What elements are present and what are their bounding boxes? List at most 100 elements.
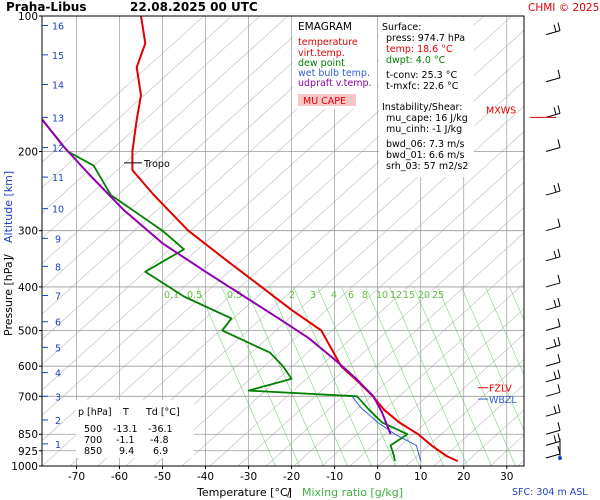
wind-barb-flag <box>557 337 561 346</box>
dry-adiabat-line <box>405 358 524 466</box>
mixing-ratio-line <box>461 286 524 432</box>
dry-adiabat-line <box>517 460 524 466</box>
pressure-tick-label: 1000 <box>11 461 38 473</box>
table-header-td: Td [°C] <box>145 407 180 418</box>
table-cell: -13.1 <box>113 424 138 435</box>
wind-barb-flag <box>557 318 561 327</box>
wind-barb-staff <box>545 326 561 332</box>
legend-wet-bulb: wet bulb temp. <box>298 68 370 79</box>
mixing-ratio-axis-label: Mixing ratio [g/kg] <box>302 486 403 499</box>
table-cell: -36.1 <box>148 424 173 435</box>
bwd-01: bwd_01: 6.6 m/s <box>386 150 464 161</box>
mixing-ratio-label: 4 <box>331 290 337 301</box>
wind-barb-flag <box>557 354 561 363</box>
table-cell: -4.8 <box>150 435 169 446</box>
wind-barb-flag <box>553 339 557 347</box>
table-header-p: p [hPa] <box>78 407 112 418</box>
wind-barb-staff <box>545 344 561 350</box>
temperature-tick-label: -20 <box>283 471 300 483</box>
altitude-tick-label: 3 <box>55 392 61 403</box>
wind-barb <box>545 433 561 446</box>
wind-barb-staff <box>545 377 561 383</box>
wind-barb-staff <box>545 256 561 262</box>
wind-barb-staff <box>545 77 561 83</box>
wind-barb-flag <box>557 369 561 378</box>
wind-barb <box>545 218 561 232</box>
wind-barb-flag <box>557 384 561 393</box>
wind-barb <box>545 404 561 417</box>
wind-barb-staff <box>545 440 561 446</box>
dry-adiabat-line <box>293 257 524 466</box>
wind-barb-flag <box>553 184 557 193</box>
wind-barb-flag <box>553 250 557 258</box>
altitude-tick-label: 1 <box>55 440 61 451</box>
instability-title: Instability/Shear: <box>382 102 462 113</box>
wind-barb-flag <box>553 435 557 443</box>
wind-barb-staff <box>545 30 561 36</box>
mxws-label: MXWS <box>486 105 516 116</box>
mu-cape: mu_cape: 16 J/kg <box>386 113 468 124</box>
wind-barb-flag <box>557 139 561 148</box>
mixing-ratio-label: 0.5 <box>227 290 242 301</box>
table-cell: -1.1 <box>116 435 135 446</box>
wind-barb-staff <box>545 305 561 311</box>
altitude-tick-label: 7 <box>55 292 61 303</box>
wind-barbs <box>545 22 562 461</box>
pressure-tick-label: 600 <box>18 361 38 373</box>
mixing-ratio-label: 2 <box>289 290 295 301</box>
pressure-tick-label: 925 <box>18 446 38 458</box>
wind-barb <box>545 182 561 196</box>
pressure-tick-label: 400 <box>18 282 38 294</box>
sounding-table: p [hPa] T Td [°C] 500 -13.1 -36.1 700 -1… <box>76 400 194 458</box>
pressure-tick-label: 300 <box>18 226 38 238</box>
srh-03: srh_03: 57 m2/s2 <box>386 161 468 172</box>
plot-frame <box>41 15 525 467</box>
wind-barb-staff <box>545 146 561 152</box>
series-wet-bulb-temp-line <box>351 395 422 462</box>
pressure-tick-label: 100 <box>18 11 38 23</box>
mixing-ratio-label: 12 <box>390 290 402 301</box>
wind-barb <box>545 139 561 152</box>
temperature-tick-label: 10 <box>414 471 427 483</box>
altitude-tick-label: 9 <box>55 234 61 245</box>
temperature-axis-label: Temperature [°C] <box>196 486 292 499</box>
mixing-ratio-lines: 0.1 0.5 0.5 2 3 4 6 8 10 12 15 20 25 <box>164 286 600 466</box>
altitude-tick-label: 14 <box>52 81 64 92</box>
stats-panel: Surface: press: 974.7 hPa temp: 18.6 °C … <box>379 17 474 177</box>
pressure-tick-label: 500 <box>18 326 38 338</box>
credit-text: CHMI © 2025 <box>528 2 599 14</box>
series-temperatureline <box>131 16 459 463</box>
wind-barb <box>545 297 561 311</box>
temperature-tick-label: -50 <box>154 471 171 483</box>
mixing-ratio-line <box>389 286 468 466</box>
dry-adiabat-line <box>433 384 524 466</box>
mixing-ratio-line <box>293 286 372 466</box>
table-cell: 850 <box>84 446 102 457</box>
series-dew-pointline <box>42 117 409 462</box>
wind-barb-flag <box>557 248 561 257</box>
wind-barb-flag <box>557 297 561 307</box>
mixing-ratio-label: 15 <box>403 290 415 301</box>
surface-dwpt: dwpt: 4.0 °C <box>386 55 446 66</box>
wind-barb-flag <box>557 69 561 78</box>
wind-barb-flag <box>557 105 561 114</box>
t-conv: t-conv: 25.3 °C <box>386 70 457 81</box>
series-udpraft-v-temp-line <box>42 117 392 435</box>
wind-barb-staff <box>545 411 561 417</box>
altitude-tick-label: 8 <box>55 262 61 273</box>
pressure-tick-label: 200 <box>18 146 38 158</box>
mixing-ratio-line <box>558 287 600 466</box>
wind-barb-flag <box>557 218 561 227</box>
wind-barb-staff <box>545 453 561 459</box>
pressure-tick-label: 700 <box>18 391 38 403</box>
wind-barb-flag <box>553 299 557 308</box>
wind-barb <box>545 105 561 118</box>
mucape-badge <box>298 94 356 106</box>
bwd-06: bwd_06: 7.3 m/s <box>386 139 464 150</box>
sfc-height: SFC: 304 m ASL <box>512 487 588 498</box>
wind-barb <box>545 318 561 332</box>
